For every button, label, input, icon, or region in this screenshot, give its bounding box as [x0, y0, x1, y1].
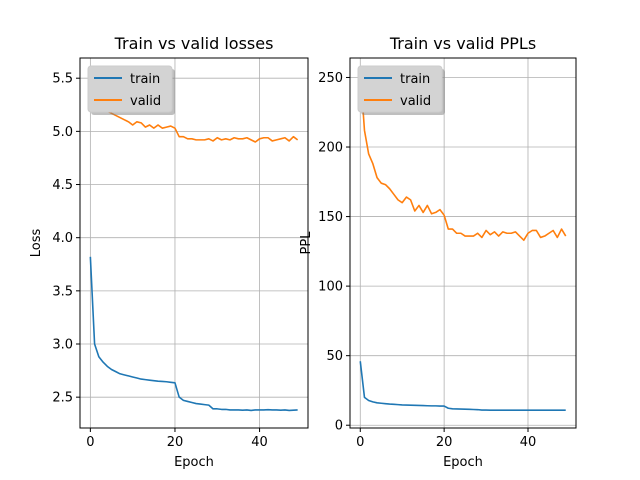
ppl-valid-line — [359, 70, 567, 242]
ppl-x-axis-label: Epoch — [443, 455, 483, 470]
losses-x-axis-label: Epoch — [174, 455, 214, 470]
losses-y-tick-label: 2.5 — [52, 391, 73, 406]
losses-y-tick-label: 3.0 — [52, 338, 73, 353]
losses-chart-title: Train vs valid losses — [114, 34, 274, 53]
legend-valid-label: valid — [130, 94, 161, 109]
ppl-chart-title: Train vs valid PPLs — [389, 34, 536, 53]
legend-train-label: train — [130, 72, 160, 87]
ppl-x-tick-label: 20 — [436, 435, 453, 450]
losses-x-tick-label: 20 — [167, 435, 184, 450]
losses-x-tick-label: 40 — [251, 435, 268, 450]
losses-y-tick-label: 3.5 — [52, 284, 73, 299]
ppl-y-tick-label: 100 — [318, 280, 343, 295]
ppl-y-tick-label: 200 — [318, 141, 343, 156]
ppl-legend: train valid — [357, 65, 445, 115]
ppl-chart: 0 20 40 0 50 100 150 200 250 Train vs valid PPLs… — [299, 34, 577, 470]
losses-y-tick-label: 5.5 — [52, 72, 73, 87]
losses-x-tick-label: 0 — [86, 435, 94, 450]
losses-legend: train valid — [87, 65, 175, 115]
legend-valid-label: valid — [400, 94, 431, 109]
ppl-y-axis-label: PPL — [299, 231, 314, 255]
ppl-x-tick-label: 40 — [520, 435, 537, 450]
losses-y-axis-label: Loss — [29, 229, 44, 258]
losses-y-tick-label: 4.0 — [52, 231, 73, 246]
ppl-y-tick-label: 50 — [326, 349, 343, 364]
ppl-x-tick-label: 0 — [356, 435, 364, 450]
losses-valid-line — [89, 72, 299, 143]
legend-train-label: train — [400, 72, 430, 87]
ppl-y-tick-label: 0 — [335, 419, 343, 434]
losses-y-tick-label: 4.5 — [52, 178, 73, 193]
losses-train-line — [89, 256, 298, 412]
ppl-y-tick-label: 150 — [318, 210, 343, 225]
ppl-train-line — [359, 361, 566, 412]
losses-y-tick-label: 5.0 — [52, 125, 73, 140]
losses-chart: 0 20 40 2.5 3.0 3.5 4.0 4.5 5.0 5.5 Train vs vali… — [29, 34, 309, 470]
ppl-y-tick-label: 250 — [318, 71, 343, 86]
